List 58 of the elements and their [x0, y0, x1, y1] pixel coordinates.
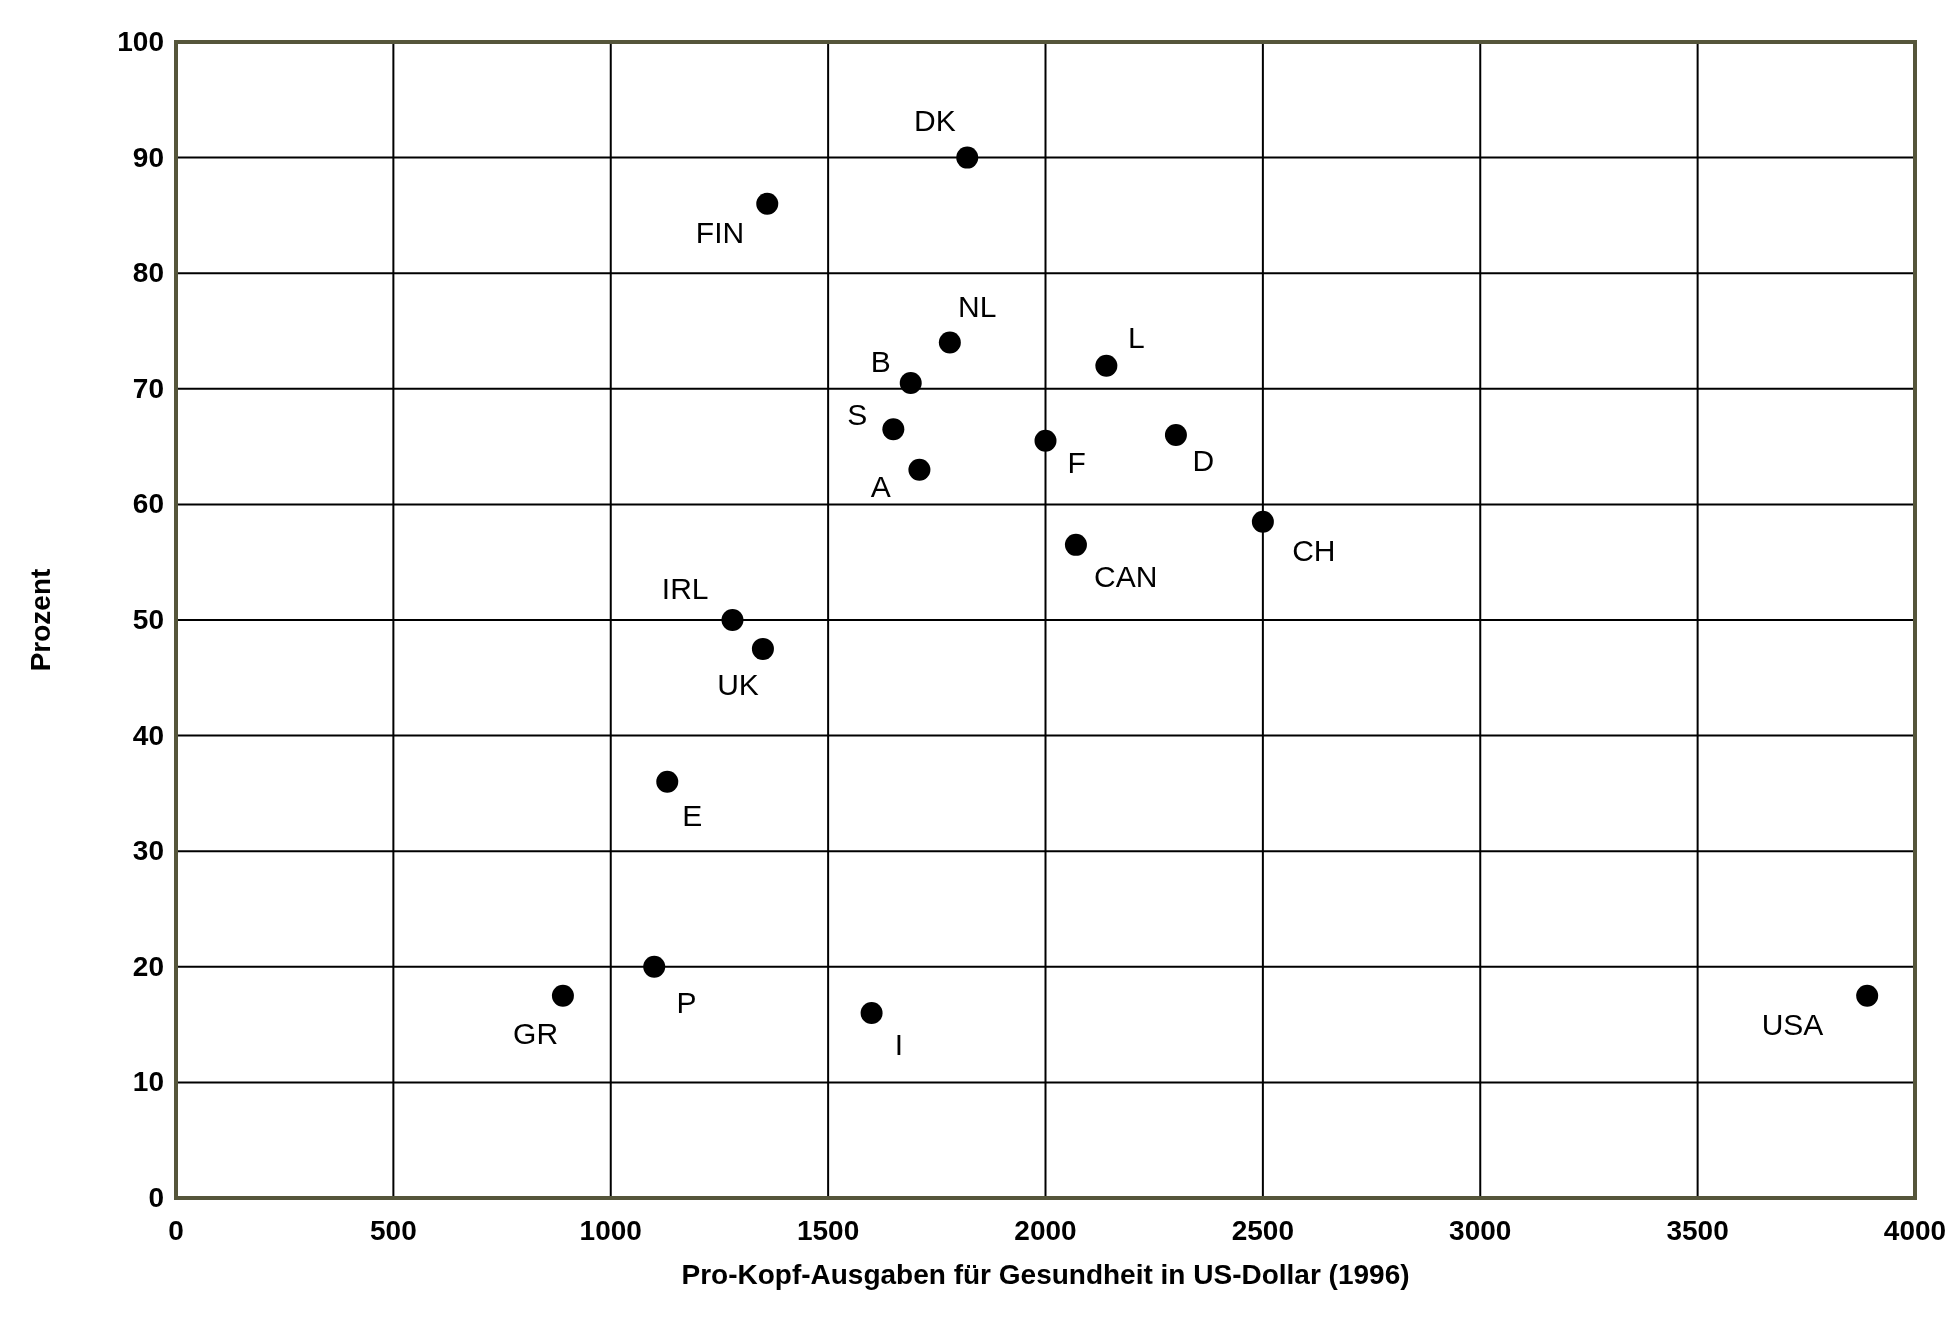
x-tick-label: 2000: [1014, 1215, 1077, 1246]
x-tick-label: 3500: [1666, 1215, 1729, 1246]
annotation: CAN: [1094, 559, 1158, 593]
y-tick-label: 80: [132, 257, 164, 289]
point: [908, 458, 931, 481]
annotation: B: [870, 344, 891, 378]
annotation: CH: [1292, 534, 1336, 568]
y-tick-label: 100: [117, 26, 164, 57]
point: [721, 609, 744, 631]
annotation: I: [894, 1028, 904, 1062]
x-tick-label: 1000: [579, 1215, 642, 1246]
annotation: UK: [717, 667, 759, 701]
point: [751, 637, 774, 660]
y-tick-label: 30: [132, 835, 164, 867]
y-tick-label: 70: [132, 372, 164, 404]
y-tick-label: 50: [132, 604, 164, 635]
annotation: F: [1067, 445, 1086, 479]
x-tick-label: 0: [168, 1215, 184, 1246]
point: [1164, 424, 1187, 447]
point: [1095, 354, 1118, 377]
annotation: L: [1127, 321, 1145, 355]
annotation: D: [1192, 443, 1215, 477]
y-tick-label: 0: [148, 1182, 164, 1213]
point: [882, 418, 905, 441]
annotation: USA: [1761, 1008, 1824, 1042]
point: [656, 770, 679, 793]
point: [1064, 533, 1087, 556]
point: [1856, 984, 1879, 1007]
annotation: P: [676, 985, 697, 1019]
annotation: DK: [914, 104, 956, 138]
y-tick-label: 20: [132, 950, 164, 982]
point: [643, 955, 666, 978]
annotation: IRL: [661, 571, 709, 605]
point: [899, 372, 922, 395]
x-tick-label: 1500: [796, 1215, 860, 1246]
annotation: NL: [958, 290, 997, 324]
y-tick-label: 10: [132, 1066, 164, 1098]
point: [551, 984, 574, 1007]
annotation: E: [682, 799, 703, 833]
point: [1251, 510, 1274, 533]
y-axis-title: Prozent: [25, 568, 56, 672]
point: [756, 192, 779, 215]
annotation: A: [870, 469, 891, 503]
x-tick-label: 4000: [1883, 1215, 1947, 1246]
point: [956, 146, 979, 169]
x-tick-label: 3000: [1449, 1215, 1512, 1246]
point: [860, 1002, 883, 1025]
annotation: S: [847, 398, 868, 432]
point: [1034, 429, 1057, 452]
x-tick-label: 500: [370, 1215, 417, 1246]
y-tick-label: 40: [132, 719, 164, 751]
x-tick-label: 2500: [1231, 1215, 1295, 1246]
annotation: FIN: [695, 216, 745, 250]
point: [938, 331, 961, 354]
annotation: GR: [513, 1017, 559, 1051]
y-tick-label: 90: [132, 141, 164, 173]
y-tick-label: 60: [132, 488, 164, 520]
x-axis-title: Pro-Kopf-Ausgaben für Gesundheit in US-Dollar (1996): [681, 1259, 1410, 1290]
